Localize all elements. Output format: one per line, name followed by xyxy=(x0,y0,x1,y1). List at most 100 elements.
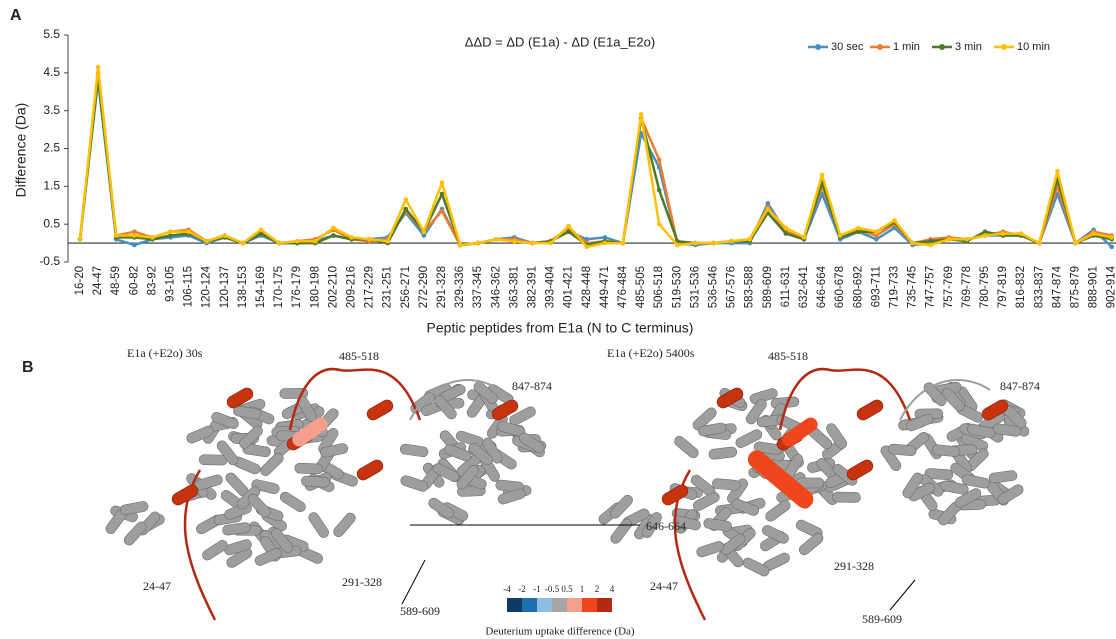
x-tick-label: 833-837 xyxy=(1033,266,1045,308)
series-point xyxy=(422,229,427,234)
y-tick-label: 0.5 xyxy=(43,216,60,230)
y-tick-label: 5.5 xyxy=(43,27,60,41)
x-tick-label: 680-692 xyxy=(852,266,864,308)
helix xyxy=(278,490,307,513)
panel-label: A xyxy=(10,7,22,24)
structure-title: E1a (+E2o) 30s xyxy=(127,346,203,360)
legend-label: 1 min xyxy=(893,41,920,53)
x-tick-label: 154-169 xyxy=(255,266,267,308)
x-tick-label: 24-47 xyxy=(92,266,104,295)
series-point xyxy=(1055,169,1060,174)
x-tick-label: 485-505 xyxy=(635,266,647,308)
series-point xyxy=(947,237,952,242)
region-label: 646-664 xyxy=(646,519,686,533)
region-label: 485-518 xyxy=(339,349,379,363)
helix xyxy=(120,501,149,516)
series-line xyxy=(80,73,1112,245)
figure: A B ΔΔD = ΔD (E1a) - ΔD (E1a_E2o) Differ… xyxy=(0,0,1116,639)
colorbar-tick-label: 2 xyxy=(595,584,600,594)
helix xyxy=(832,492,860,503)
series-point xyxy=(766,207,771,212)
helix-highlight xyxy=(355,458,385,482)
x-tick-label: 363-381 xyxy=(508,266,520,308)
colorbar-tick-label: 0.5 xyxy=(561,584,573,594)
colorbar-tick-label: 1 xyxy=(580,584,585,594)
colorbar-tick-label: -4 xyxy=(503,584,511,594)
x-tick-label: 170-175 xyxy=(273,266,285,308)
series-point xyxy=(241,241,246,246)
helix-highlight xyxy=(365,398,395,422)
helix xyxy=(741,556,771,578)
x-tick-label: 272-290 xyxy=(418,266,430,308)
helix-highlight xyxy=(845,458,875,482)
helix xyxy=(400,444,429,458)
series-point xyxy=(150,235,155,240)
x-tick-label: 449-471 xyxy=(599,266,611,308)
x-tick-label: 506-518 xyxy=(653,266,665,308)
x-tick-label: 401-421 xyxy=(563,266,575,308)
series-point xyxy=(729,239,734,244)
series-point xyxy=(367,237,372,242)
helix xyxy=(332,511,358,539)
x-tick-label: 176-179 xyxy=(291,266,303,308)
x-tick-label: 747-757 xyxy=(925,266,937,308)
x-tick-label: 888-901 xyxy=(1088,266,1100,308)
series-point xyxy=(385,239,390,244)
pointer xyxy=(402,560,425,604)
x-axis-label: Peptic peptides from E1a (N to C terminu… xyxy=(427,320,694,336)
region-label: 589-609 xyxy=(400,604,440,618)
loop xyxy=(780,369,910,430)
x-tick-label: 256-271 xyxy=(400,266,412,308)
y-tick-label: 3.5 xyxy=(43,103,60,117)
helix xyxy=(672,434,700,460)
helix xyxy=(301,476,330,488)
colorbar-segment xyxy=(507,598,522,612)
panel-label: B xyxy=(22,359,34,376)
series-point xyxy=(566,229,571,234)
x-tick-label: 120-137 xyxy=(219,266,231,308)
series-point xyxy=(965,237,970,242)
region-label: 291-328 xyxy=(342,575,382,589)
x-tick-label: 693-711 xyxy=(870,266,882,307)
series-point xyxy=(277,241,282,246)
series-point xyxy=(440,209,445,214)
pointer xyxy=(890,580,915,610)
y-tick-label: -0.5 xyxy=(39,254,60,268)
x-tick-label: 589-609 xyxy=(762,266,774,308)
region-label: 24-47 xyxy=(143,579,171,593)
series-point xyxy=(802,235,807,240)
x-tick-label: 382-391 xyxy=(527,266,539,308)
series-point xyxy=(223,233,228,238)
helix xyxy=(712,478,741,490)
series-point xyxy=(404,197,409,202)
series-point xyxy=(1001,231,1006,236)
legend-marker xyxy=(1001,44,1007,50)
y-axis-label: Difference (Da) xyxy=(13,103,29,198)
series-line xyxy=(80,77,1112,245)
colorbar-segment xyxy=(552,598,567,612)
series-point xyxy=(78,237,83,242)
series-point xyxy=(494,237,499,242)
x-tick-label: 780-795 xyxy=(979,266,991,308)
series-point xyxy=(621,241,626,246)
colorbar-segment xyxy=(567,598,582,612)
series-point xyxy=(657,222,662,227)
helix xyxy=(609,517,634,545)
series-point xyxy=(440,180,445,185)
region-label: 291-328 xyxy=(834,559,874,573)
series-point xyxy=(747,237,752,242)
x-tick-label: 329-336 xyxy=(454,266,466,308)
series-point xyxy=(820,173,825,178)
series-point xyxy=(548,241,553,246)
protein-structures xyxy=(104,369,1031,620)
series-point xyxy=(259,228,264,233)
region-label: 847-874 xyxy=(512,379,552,393)
series-point xyxy=(983,233,988,238)
series-point xyxy=(530,241,535,246)
series-point xyxy=(186,229,191,234)
x-tick-label: 476-484 xyxy=(617,265,629,308)
helix xyxy=(199,455,227,466)
series-point xyxy=(639,112,644,117)
series-point xyxy=(295,239,300,244)
colorbar-tick-label: 4 xyxy=(610,584,615,594)
